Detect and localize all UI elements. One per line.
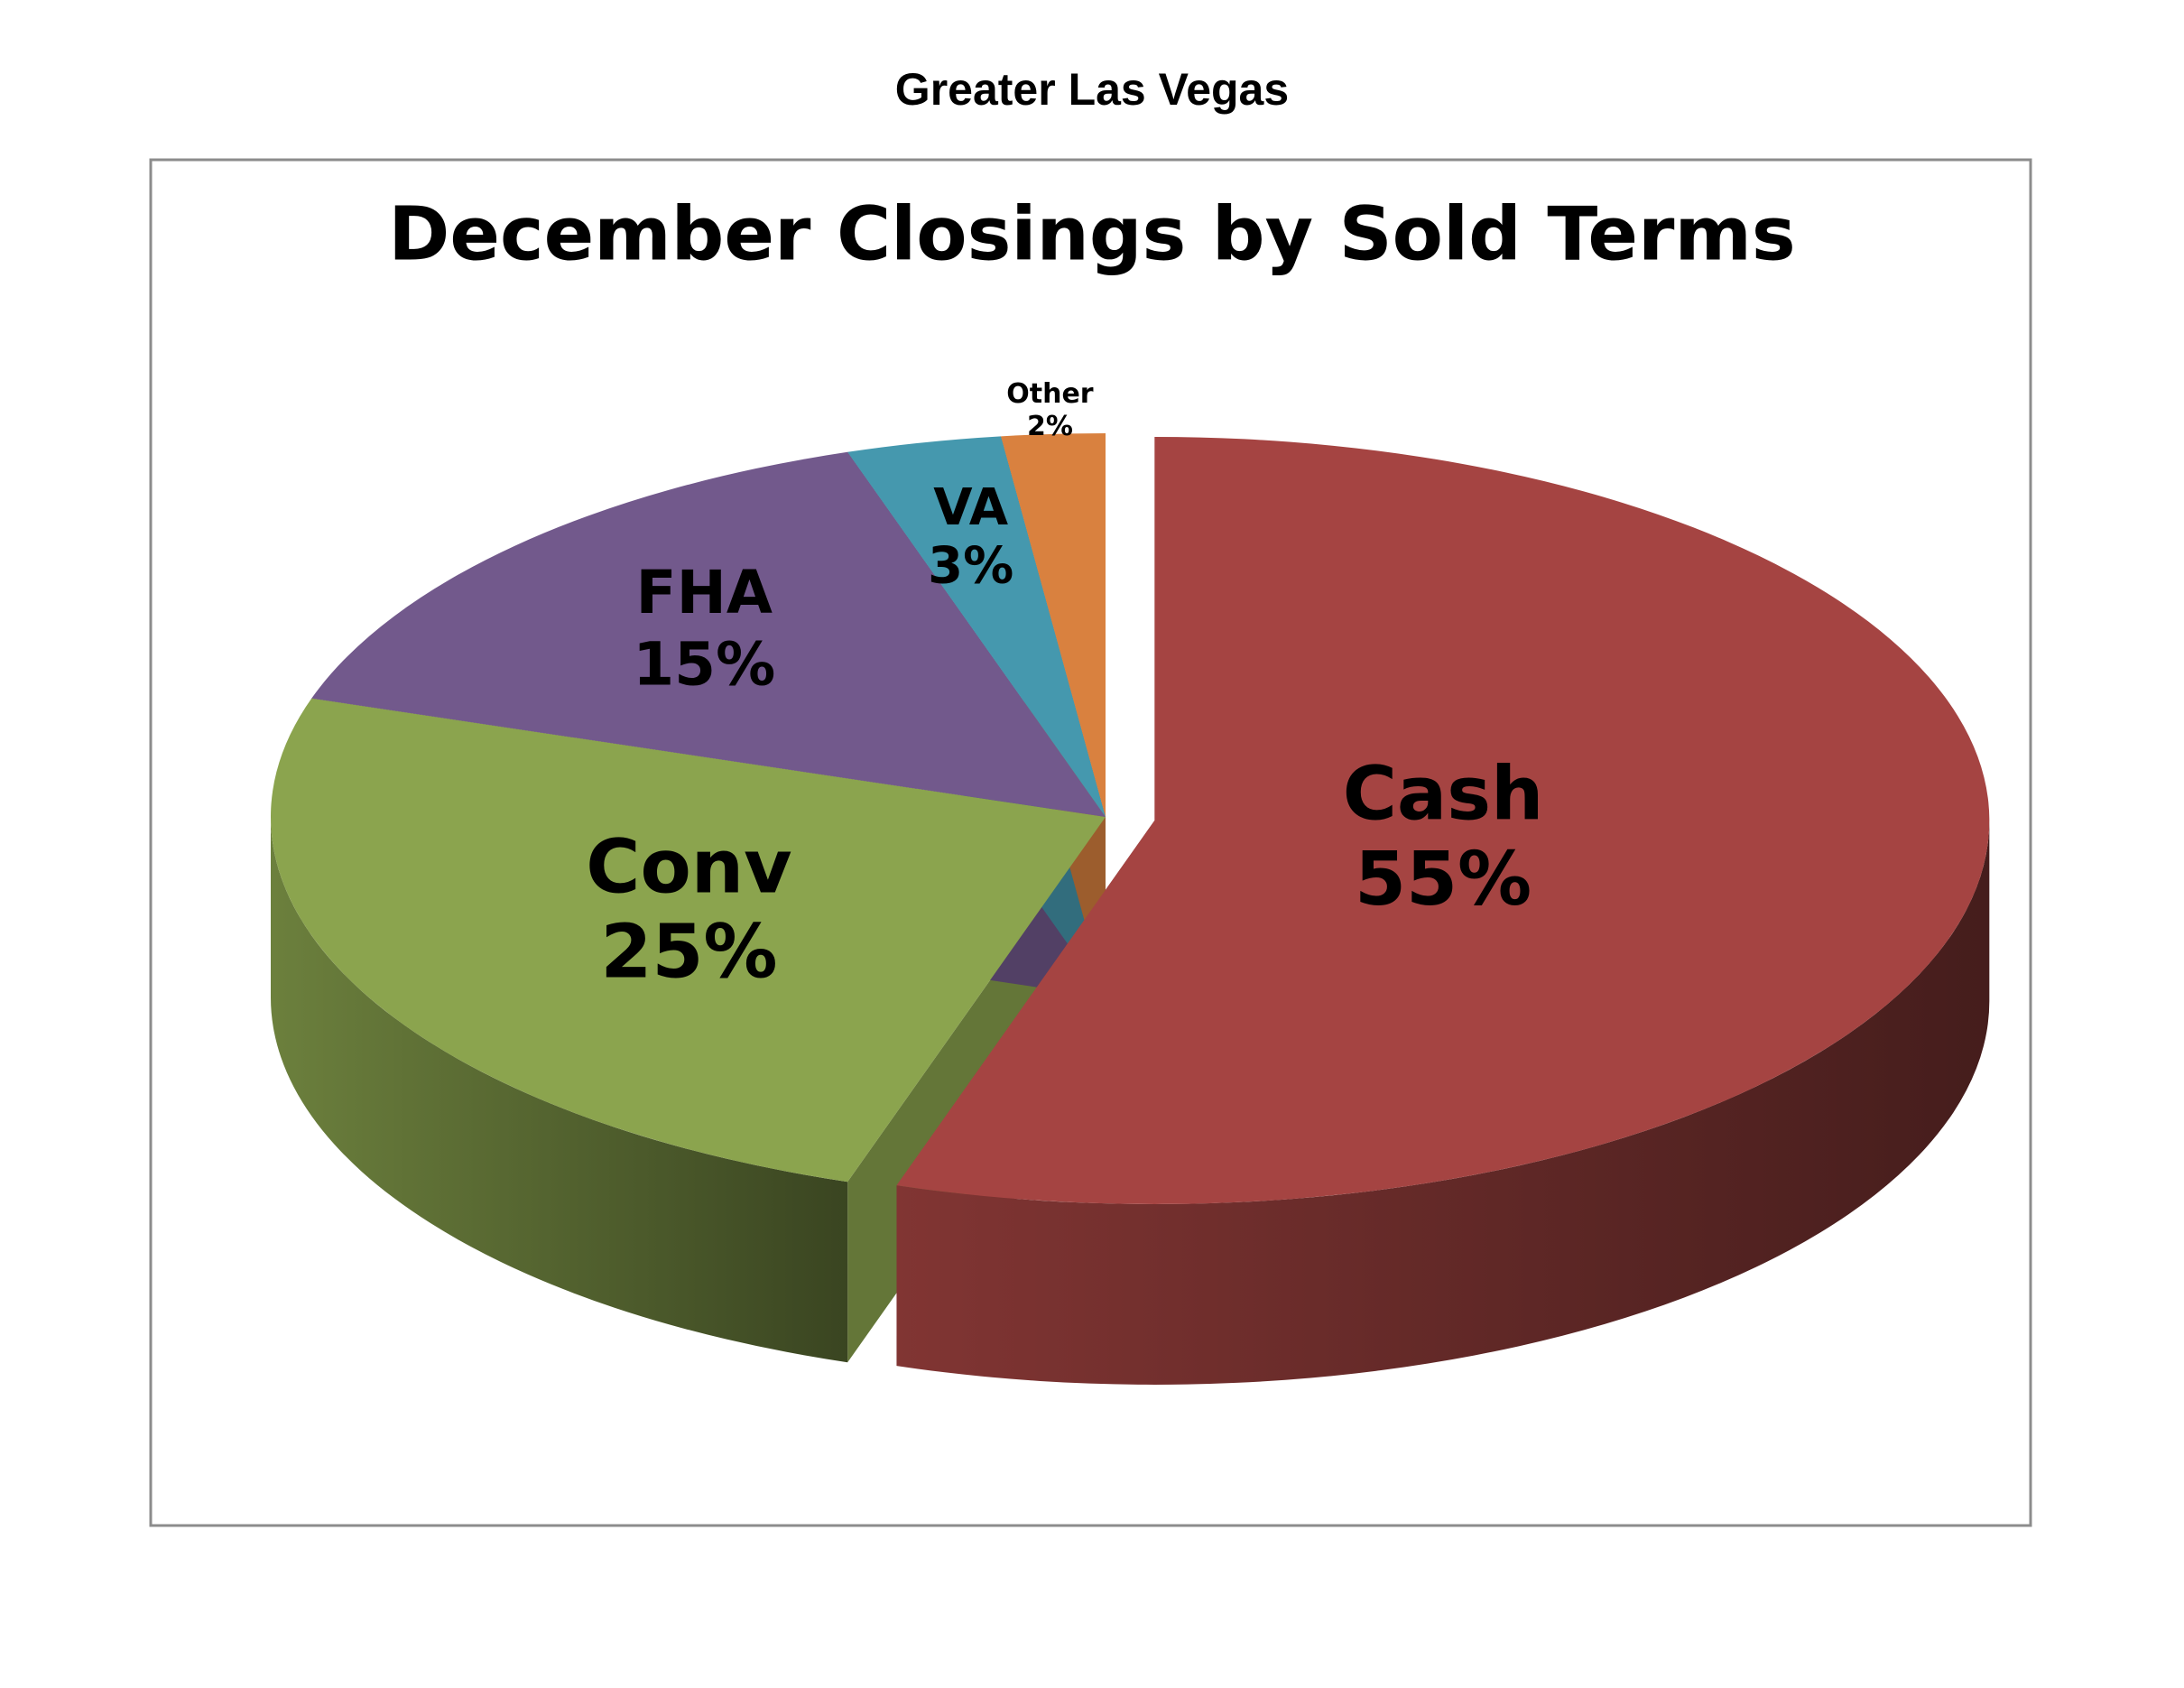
slice xyxy=(271,698,1106,1183)
slice-label-name: FHA xyxy=(636,558,773,627)
chart-title: December Closings by Sold Terms xyxy=(388,191,1795,277)
slice-label-name: Cash xyxy=(1343,752,1544,838)
slice-side xyxy=(896,820,1990,1385)
slice xyxy=(1001,433,1106,817)
slice-label-value: 2% xyxy=(1027,411,1073,442)
slice-label-name: Other xyxy=(1006,378,1094,410)
chart-subtitle: Greater Las Vegas xyxy=(895,64,1289,115)
slice-side xyxy=(271,817,848,1363)
slice-label-value: 25% xyxy=(600,910,777,996)
slice-label-value: 15% xyxy=(633,629,775,699)
slice-label-name: VA xyxy=(933,478,1009,537)
slice xyxy=(311,451,1106,817)
slice-label-name: Conv xyxy=(586,824,791,910)
slice-label-value: 55% xyxy=(1355,837,1532,923)
slice xyxy=(847,436,1106,817)
slice-label-value: 3% xyxy=(928,536,1013,595)
slice xyxy=(896,436,1990,1204)
